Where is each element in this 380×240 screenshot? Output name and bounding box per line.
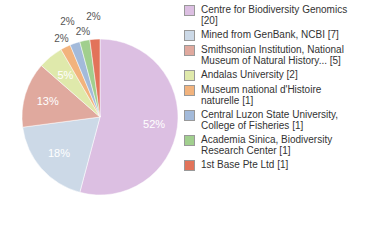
html-text:Academia Sinica, Biodiversity: Academia Sinica, Biodiversity Research C…	[201, 134, 333, 156]
svg-text:18%: 18%	[48, 147, 70, 159]
html-text:Andalas University [2]: Andalas University [2]	[201, 69, 298, 80]
svg-text:2%: 2%	[54, 33, 69, 44]
html-text:Mined from GenBank, NCBI [7]: Mined from GenBank, NCBI [7]	[201, 29, 339, 40]
svg-text:2%: 2%	[60, 16, 75, 27]
html-text:Central Luzon State University: Central Luzon State University, College …	[201, 109, 339, 131]
svg-text:2%: 2%	[86, 11, 101, 22]
html-text:1st Base Pte Ltd [1]: 1st Base Pte Ltd [1]	[201, 159, 289, 170]
html-text:Smithsonian Institution, Natio: Smithsonian Institution, National Museum…	[201, 44, 344, 66]
html-text:Museum national d'Histoire nat: Museum national d'Histoire naturelle [1]	[201, 84, 322, 106]
svg-text:52%: 52%	[143, 118, 165, 130]
svg-text:5%: 5%	[57, 69, 73, 81]
html-text:Centre for Biodiversity Genomi: Centre for Biodiversity Genomics [20]	[201, 4, 348, 26]
svg-text:2%: 2%	[76, 26, 91, 37]
svg-text:13%: 13%	[37, 95, 59, 107]
